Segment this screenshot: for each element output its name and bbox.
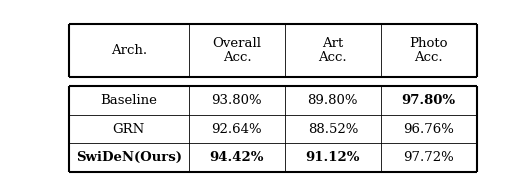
Text: 97.80%: 97.80% xyxy=(402,94,456,107)
Text: GRN: GRN xyxy=(113,123,145,136)
Text: Acc.: Acc. xyxy=(414,51,443,64)
Text: Overall: Overall xyxy=(212,37,261,50)
Text: Acc.: Acc. xyxy=(319,51,347,64)
Text: SwiDeN(Ours): SwiDeN(Ours) xyxy=(76,151,182,164)
Text: 92.64%: 92.64% xyxy=(212,123,262,136)
Text: 96.76%: 96.76% xyxy=(403,123,454,136)
Text: 88.52%: 88.52% xyxy=(307,123,358,136)
Text: Art: Art xyxy=(322,37,344,50)
Text: Baseline: Baseline xyxy=(101,94,157,107)
Text: 97.72%: 97.72% xyxy=(403,151,454,164)
Text: 89.80%: 89.80% xyxy=(307,94,358,107)
Text: Acc.: Acc. xyxy=(222,51,251,64)
Text: Photo: Photo xyxy=(410,37,448,50)
Text: 94.42%: 94.42% xyxy=(210,151,264,164)
Text: 91.12%: 91.12% xyxy=(305,151,360,164)
Text: Arch.: Arch. xyxy=(111,44,147,57)
Text: 93.80%: 93.80% xyxy=(212,94,262,107)
